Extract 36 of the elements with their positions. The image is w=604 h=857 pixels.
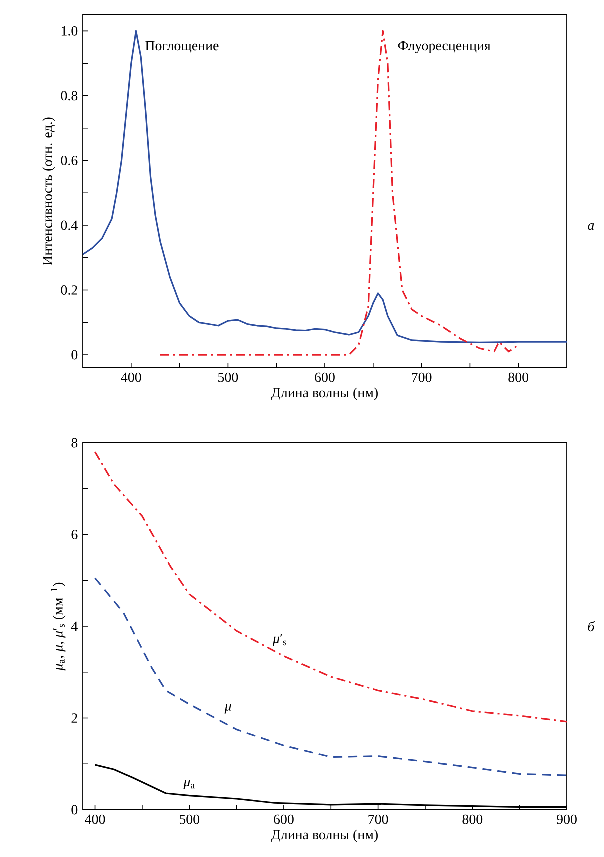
text: μ$_{a}$, μ, μ′$_{s}$ (мм$^{−1}$)	[51, 582, 66, 671]
x-tick-label: 500	[180, 814, 200, 824]
y-tick-label: 0.2	[61, 286, 78, 296]
y-axis-title: Интенсивность (отн. ед.)	[42, 118, 56, 266]
x-tick-label: 400	[121, 372, 142, 382]
line-series	[94, 578, 568, 776]
y-tick-label: 2	[72, 714, 78, 723]
y-tick-label: 0	[72, 350, 78, 360]
x-tick-label: 600	[274, 814, 294, 824]
y-tick-label: 0.6	[61, 156, 78, 166]
line-series	[82, 30, 568, 344]
series-label: Флуоресценция	[398, 41, 491, 54]
x-tick-label: 900	[557, 814, 577, 824]
x-tick-label: 500	[218, 372, 238, 382]
x-tick-label: 700	[368, 814, 388, 824]
y-tick-label: 8	[72, 438, 78, 448]
series-label: μ′$_{s}$	[272, 634, 287, 646]
text: а	[588, 223, 594, 230]
y-tick-label: 6	[72, 530, 78, 540]
x-tick-label: 700	[412, 372, 432, 382]
x-axis-title: Длина волны (нм)	[271, 830, 378, 842]
x-tick-label: 600	[315, 372, 335, 382]
x-tick-label: 800	[462, 814, 483, 824]
text: б	[588, 621, 596, 632]
series-label: μ$_{a}$	[184, 780, 195, 790]
y-tick-label: 0.4	[61, 220, 78, 230]
y-tick-label: 4	[71, 622, 78, 632]
line-series	[94, 451, 568, 723]
y-tick-label: 0	[72, 805, 78, 815]
series-label: μ	[224, 704, 232, 714]
y-tick-label: 0.8	[61, 91, 78, 101]
x-axis-title: Длина волны (нм)	[271, 388, 378, 400]
y-tick-label: 1.0	[62, 26, 78, 36]
series-label: Поглощение	[146, 41, 219, 54]
x-tick-label: 400	[85, 814, 106, 824]
x-tick-label: 800	[508, 372, 529, 382]
